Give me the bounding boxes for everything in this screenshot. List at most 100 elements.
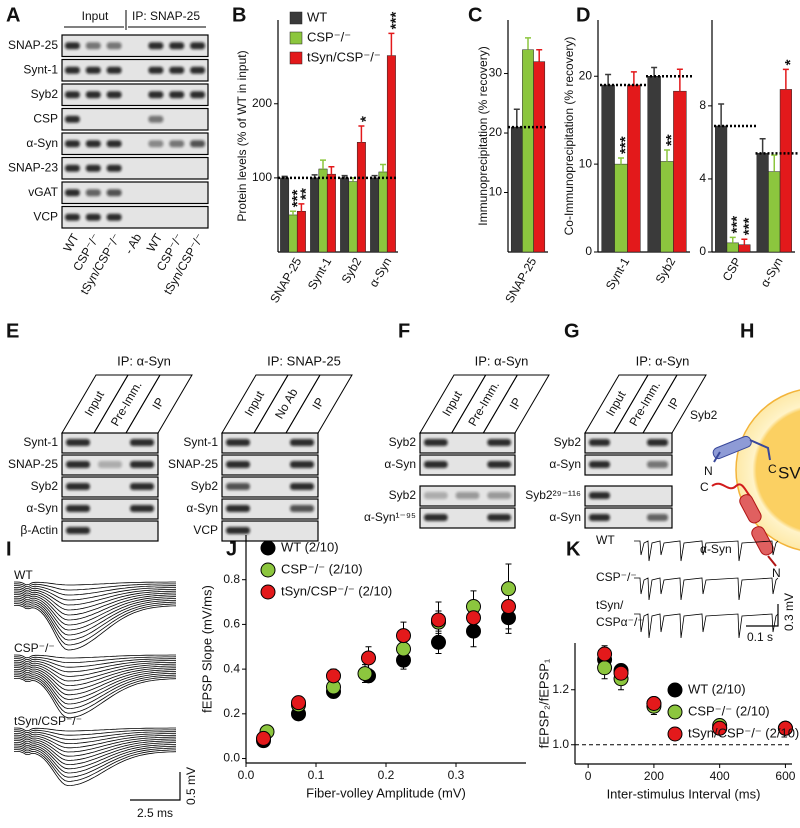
bar [370, 177, 380, 253]
trace [634, 577, 779, 601]
legend-label: CSP⁻/⁻ [307, 29, 351, 44]
row-label: SNAP-25 [8, 38, 58, 52]
blot-row [419, 507, 516, 529]
significance: ** [663, 134, 680, 146]
point [597, 660, 613, 676]
band [290, 483, 314, 490]
point [431, 634, 446, 650]
blot-title: IP: α-Syn [117, 353, 171, 368]
x-tick-label: α-Syn [366, 255, 394, 289]
panel-letter: I [6, 538, 12, 560]
trace [14, 588, 177, 606]
trace [14, 663, 177, 682]
trace [14, 747, 177, 778]
row-label: VCP [193, 523, 218, 537]
column-label: Pre-Imm. [108, 379, 145, 429]
x-tick-label: 600 [775, 769, 795, 783]
band [106, 213, 122, 221]
blot-row [584, 507, 673, 529]
panel-letter: K [566, 538, 581, 560]
panel-letter: C [468, 4, 482, 26]
panel-letter: F [398, 320, 410, 342]
bar [318, 168, 328, 253]
trace-label: CSP⁻/⁻ [596, 570, 637, 584]
band [148, 140, 164, 148]
row-label: α-Syn [384, 457, 416, 471]
band [226, 483, 250, 490]
band [98, 461, 122, 468]
y-tick-label: 1.0 [552, 737, 569, 751]
trace [14, 665, 176, 687]
y-tick-label: 200 [252, 96, 272, 110]
scale-label: 0.3 mV [782, 593, 796, 631]
y-tick-label: 0.2 [223, 706, 240, 720]
band [106, 164, 122, 172]
row-label: α-Syn [549, 510, 581, 524]
trace [14, 734, 176, 749]
x-tick-label: CSP [720, 255, 744, 283]
band [589, 492, 610, 499]
trace [14, 661, 177, 677]
band [85, 164, 101, 172]
band [487, 492, 511, 499]
trace-label: tSyn/ [596, 598, 624, 612]
trace [14, 672, 176, 705]
band [226, 439, 250, 446]
diagram-label: C [700, 480, 709, 494]
band [65, 189, 80, 197]
asyn-chain [711, 482, 751, 497]
row-label: α-Syn [26, 136, 58, 150]
scale-bar [130, 772, 181, 801]
legend-swatch [289, 11, 303, 25]
band [589, 461, 610, 468]
blot-row [61, 83, 209, 107]
y-tick-label: 100 [252, 170, 272, 184]
trace [14, 740, 176, 761]
trace-label: CSPα⁻/⁻ [596, 615, 644, 629]
x-tick-label: Synt-1 [305, 255, 335, 292]
diagram-label: C [768, 462, 777, 476]
legend-label: tSyn/CSP⁻/⁻ [307, 49, 381, 64]
point [501, 599, 516, 615]
trace-label: WT [596, 533, 615, 547]
band [190, 91, 205, 99]
blot-row [221, 454, 319, 476]
row-label: Syb2 [191, 479, 219, 493]
row-label: α-Syn [186, 501, 218, 515]
diagram-label: SV [778, 463, 800, 482]
bar [510, 126, 523, 253]
scale-label: 0.1 s [747, 630, 773, 644]
legend-label: CSP⁻/⁻ (2/10) [688, 703, 770, 718]
band [85, 66, 101, 74]
error-bar [676, 68, 683, 92]
blot-row [584, 432, 673, 454]
x-tick-label: SNAP-25 [267, 255, 304, 306]
error-bar [618, 157, 624, 165]
blot-row [61, 132, 209, 156]
bar [738, 244, 751, 253]
scale-bar [746, 604, 779, 627]
trace [14, 669, 177, 696]
error-bar [782, 68, 789, 90]
blot-row [221, 498, 319, 520]
panel-letter: G [564, 320, 580, 342]
panel-letter: A [6, 4, 20, 26]
row-label: Syb2 [31, 479, 59, 493]
row-label: SNAP-25 [8, 457, 58, 471]
bar [601, 84, 615, 253]
band [487, 439, 511, 446]
row-label: SNAP-25 [168, 457, 218, 471]
trace [14, 742, 176, 766]
point [646, 696, 662, 711]
blot-title: IP: SNAP-25 [267, 353, 341, 368]
significance: *** [740, 218, 757, 236]
legend-marker [260, 584, 276, 600]
bar [340, 177, 350, 253]
error-bar [281, 175, 288, 178]
band [85, 140, 101, 148]
blot-title: IP: α-Syn [636, 353, 690, 368]
bar [647, 75, 661, 253]
significance: *** [289, 190, 306, 208]
band [66, 505, 90, 512]
bar [348, 181, 358, 253]
